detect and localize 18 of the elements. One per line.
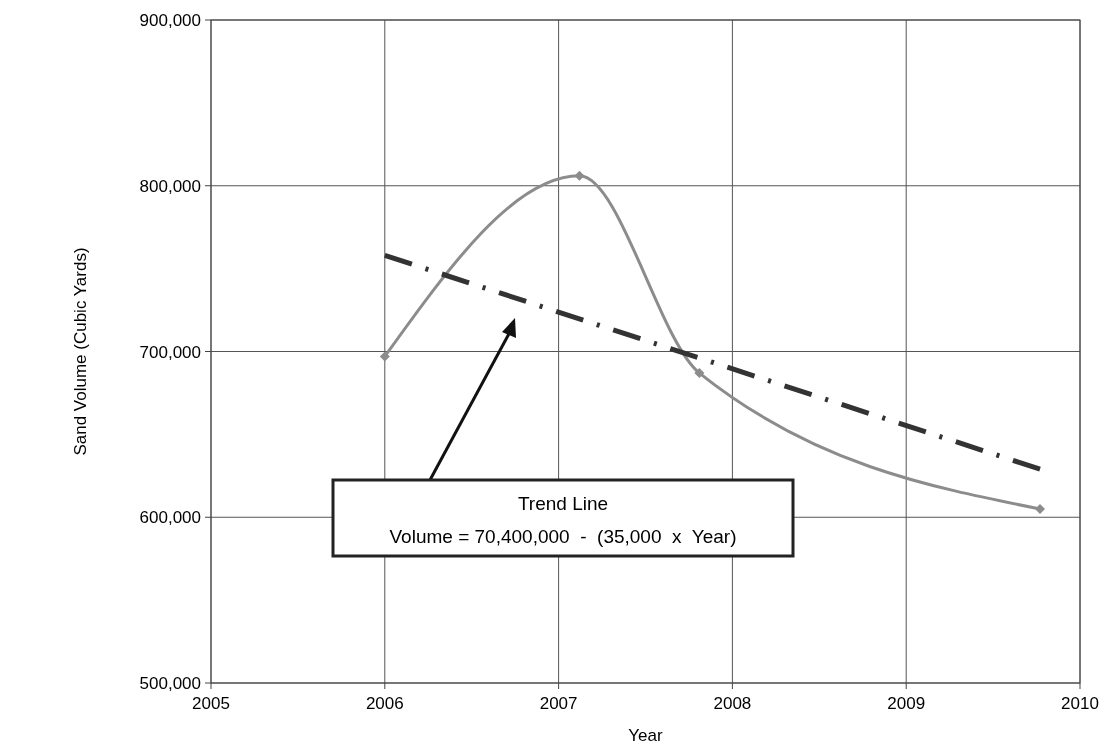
x-axis-title: Year — [628, 726, 664, 745]
x-tick-label: 2009 — [887, 694, 926, 713]
x-tick-label: 2008 — [713, 694, 752, 713]
y-tick-label: 600,000 — [139, 508, 201, 528]
point — [379, 351, 390, 362]
x-tick-label: 2010 — [1061, 694, 1099, 713]
point — [1035, 503, 1046, 514]
y-tick-label: 900,000 — [139, 11, 201, 30]
y-tick-label: 700,000 — [139, 342, 201, 362]
x-tick-label: 2005 — [192, 694, 230, 713]
y-tick-label: 500,000 — [139, 674, 201, 693]
y-tick-label: 800,000 — [139, 176, 201, 196]
point — [694, 368, 705, 379]
x-tick-label: 2007 — [539, 694, 578, 713]
y-axis-title: Sand Volume (Cubic Yards) — [71, 247, 90, 456]
annotation: Trend Line Volume = 70,400,000 - (35,000 x Year) — [389, 493, 737, 547]
point — [574, 170, 585, 181]
x-tick-label: 2006 — [365, 694, 404, 713]
